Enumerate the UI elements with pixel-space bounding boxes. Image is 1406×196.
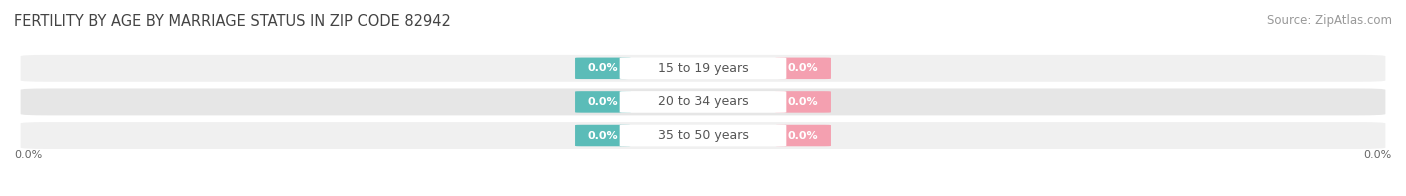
FancyBboxPatch shape [620, 125, 786, 146]
Legend: Married, Unmarried: Married, Unmarried [616, 193, 790, 196]
Text: 0.0%: 0.0% [588, 97, 619, 107]
FancyBboxPatch shape [575, 125, 631, 146]
Text: FERTILITY BY AGE BY MARRIAGE STATUS IN ZIP CODE 82942: FERTILITY BY AGE BY MARRIAGE STATUS IN Z… [14, 14, 451, 29]
Text: 35 to 50 years: 35 to 50 years [658, 129, 748, 142]
Text: 0.0%: 0.0% [1364, 150, 1392, 160]
FancyBboxPatch shape [21, 55, 1385, 82]
FancyBboxPatch shape [775, 91, 831, 113]
FancyBboxPatch shape [775, 58, 831, 79]
Text: Source: ZipAtlas.com: Source: ZipAtlas.com [1267, 14, 1392, 27]
FancyBboxPatch shape [575, 91, 631, 113]
Text: 0.0%: 0.0% [787, 63, 818, 73]
FancyBboxPatch shape [21, 88, 1385, 115]
Text: 0.0%: 0.0% [787, 97, 818, 107]
Text: 0.0%: 0.0% [588, 131, 619, 141]
FancyBboxPatch shape [21, 122, 1385, 149]
Text: 0.0%: 0.0% [14, 150, 42, 160]
FancyBboxPatch shape [620, 57, 786, 79]
Text: 20 to 34 years: 20 to 34 years [658, 95, 748, 108]
Text: 0.0%: 0.0% [787, 131, 818, 141]
Text: 15 to 19 years: 15 to 19 years [658, 62, 748, 75]
Text: 0.0%: 0.0% [588, 63, 619, 73]
FancyBboxPatch shape [775, 125, 831, 146]
FancyBboxPatch shape [575, 58, 631, 79]
FancyBboxPatch shape [620, 91, 786, 113]
